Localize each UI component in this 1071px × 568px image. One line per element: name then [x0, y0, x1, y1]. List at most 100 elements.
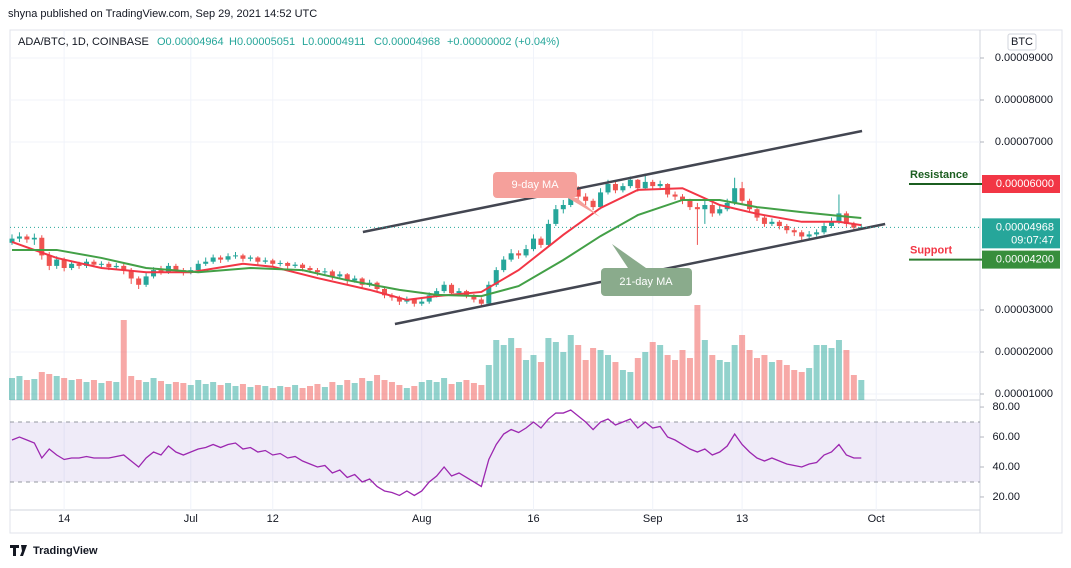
volume-bar: [307, 386, 313, 400]
candle-body: [590, 200, 596, 208]
candle-body: [456, 291, 462, 294]
volume-bar: [493, 340, 500, 400]
volume-bar: [627, 372, 634, 400]
volume-bar: [120, 320, 127, 400]
candle-body: [158, 270, 164, 273]
countdown: 09:07:47: [1011, 234, 1054, 246]
candle-body: [247, 257, 253, 259]
candle-body: [31, 237, 37, 240]
volume-bar: [821, 345, 828, 400]
candle-body: [776, 221, 782, 227]
volume-bar: [344, 380, 351, 400]
volume-bar: [552, 342, 559, 400]
candle-body: [91, 261, 97, 265]
volume: [9, 305, 865, 400]
y-tick-label: 0.00002000: [995, 346, 1053, 358]
volume-bar: [843, 350, 850, 400]
volume-bar: [299, 388, 306, 400]
volume-bar: [9, 378, 15, 400]
candle-body: [359, 278, 365, 285]
volume-bar: [262, 386, 269, 400]
volume-bar: [426, 380, 433, 400]
candle-body: [46, 255, 52, 266]
volume-bar: [232, 386, 239, 400]
volume-bar: [448, 384, 455, 400]
volume-bar: [597, 350, 604, 400]
level-box: [982, 250, 1060, 269]
volume-bar: [16, 376, 23, 400]
volume-bar: [798, 372, 805, 400]
candle-body: [277, 262, 283, 264]
volume-bar: [485, 365, 492, 400]
volume-bar: [433, 382, 440, 400]
candle-body: [121, 265, 127, 271]
volume-bar: [686, 358, 693, 400]
candle-body: [329, 271, 335, 277]
candle-body: [322, 271, 328, 273]
volume-bar: [754, 358, 760, 400]
candle-body: [195, 263, 201, 271]
volume-bar: [76, 379, 83, 400]
candle-body: [382, 289, 387, 296]
candle-body: [732, 188, 738, 203]
volume-bar: [634, 358, 641, 400]
candle-body: [106, 263, 112, 268]
volume-bar: [679, 350, 686, 400]
candle-body: [672, 194, 678, 197]
symbol: ADA/BTC, 1D, COINBASE: [18, 36, 149, 48]
candle-body: [285, 262, 291, 266]
candle-body: [739, 188, 745, 201]
candle-body: [210, 257, 216, 262]
candle-body: [687, 200, 693, 208]
candle-body: [583, 196, 589, 201]
grid: [10, 30, 980, 510]
volume-bar: [776, 360, 783, 400]
candle-body: [575, 188, 581, 197]
volume-bar: [172, 382, 179, 400]
last-price-label: 0.00004968: [996, 221, 1054, 233]
volume-bar: [68, 380, 75, 400]
candle-body: [9, 238, 15, 243]
y-tick-label: 0.00003000: [995, 304, 1053, 316]
volume-bar: [508, 338, 515, 400]
candle-body: [761, 217, 767, 224]
candle-body: [203, 261, 209, 264]
candle-body: [851, 223, 857, 228]
candle-body: [262, 260, 268, 262]
candle-body: [531, 238, 536, 250]
ma21-callout-pointer: [612, 244, 646, 268]
level-label: 0.00004200: [996, 254, 1054, 266]
volume-bar: [590, 348, 597, 400]
volume-bar: [180, 383, 187, 400]
candle-body: [508, 253, 514, 260]
candle-body: [501, 259, 507, 271]
candle-body: [836, 213, 842, 222]
volume-bar: [113, 382, 120, 400]
volume-bar: [105, 381, 112, 400]
volume-bar: [239, 384, 246, 400]
volume-bar: [739, 335, 746, 400]
volume-bar: [195, 380, 202, 400]
volume-bar: [403, 388, 410, 400]
candle-body: [806, 234, 812, 237]
candle-body: [516, 253, 522, 256]
candle-body: [441, 284, 447, 292]
volume-bar: [746, 350, 753, 400]
candle-body: [635, 179, 641, 189]
volume-bar: [150, 378, 157, 400]
volume-bar: [321, 387, 328, 400]
x-tick-label: Oct: [868, 513, 885, 525]
candle-body: [769, 221, 775, 224]
candle-body: [396, 297, 402, 302]
candle-body: [799, 232, 805, 237]
volume-bar: [545, 338, 552, 400]
x-tick-label: 12: [267, 513, 279, 525]
volume-bar: [143, 382, 150, 400]
candle-body: [717, 209, 723, 214]
candle-body: [136, 278, 142, 285]
volume-bar: [619, 370, 626, 400]
candle-body: [113, 265, 119, 268]
candle-body: [24, 236, 30, 240]
volume-bar: [381, 380, 388, 400]
